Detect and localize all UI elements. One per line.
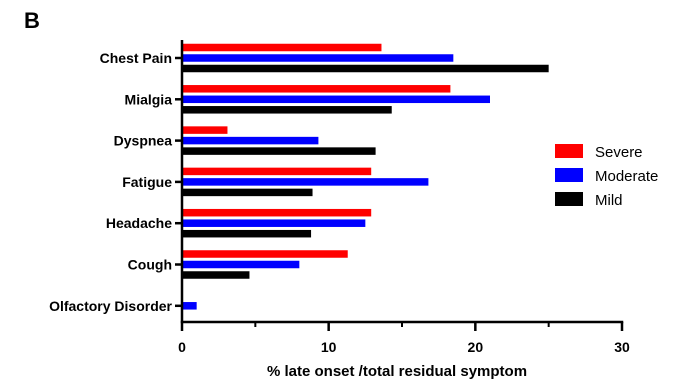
bar-mild-mialgia (182, 106, 392, 114)
y-tick-label: Dyspnea (114, 133, 173, 149)
legend-swatch-moderate (555, 168, 583, 182)
y-tick-label: Chest Pain (100, 50, 172, 66)
y-tick-label: Olfactory Disorder (49, 298, 172, 314)
bar-moderate-cough (182, 260, 300, 269)
bar-severe-mialgia (182, 85, 451, 93)
bar-mild-cough (182, 271, 250, 279)
bar-severe-dyspnea (182, 126, 228, 134)
y-tick-label: Cough (128, 257, 172, 273)
legend-label-severe: Severe (595, 144, 643, 161)
bar-mild-fatigue (182, 188, 313, 197)
x-tick-label: 10 (321, 339, 337, 355)
y-tick-label: Mialgia (125, 91, 173, 107)
legend-label-moderate: Moderate (595, 168, 658, 185)
y-tick-label: Fatigue (122, 174, 172, 190)
bar-moderate-headache (182, 219, 366, 227)
bar-moderate-olfactory-disorder (182, 302, 197, 310)
y-tick-label: Headache (106, 215, 172, 231)
bar-mild-chest-pain (182, 64, 549, 73)
bars-layer (182, 43, 549, 310)
x-tick-label: 0 (178, 339, 186, 355)
bar-severe-chest-pain (182, 43, 382, 52)
bar-severe-headache (182, 208, 372, 217)
legend: Severe Moderate Mild (555, 144, 658, 209)
bar-moderate-fatigue (182, 178, 429, 186)
axes-layer: Chest Pain Mialgia Dyspnea Fatigue Headache C… (49, 40, 630, 355)
bar-severe-fatigue (182, 167, 372, 176)
bar-mild-dyspnea (182, 147, 376, 155)
bar-moderate-dyspnea (182, 136, 319, 145)
x-tick-label: 20 (468, 339, 484, 355)
panel-label: B (24, 8, 40, 33)
bar-moderate-mialgia (182, 95, 490, 104)
legend-label-mild: Mild (595, 192, 623, 209)
bar-mild-headache (182, 229, 312, 238)
x-axis-title: % late onset /total residual symptom (267, 363, 527, 380)
x-tick-label: 30 (614, 339, 630, 355)
bar-severe-cough (182, 250, 348, 258)
legend-swatch-mild (555, 192, 583, 206)
bar-moderate-chest-pain (182, 54, 454, 62)
legend-swatch-severe (555, 144, 583, 158)
